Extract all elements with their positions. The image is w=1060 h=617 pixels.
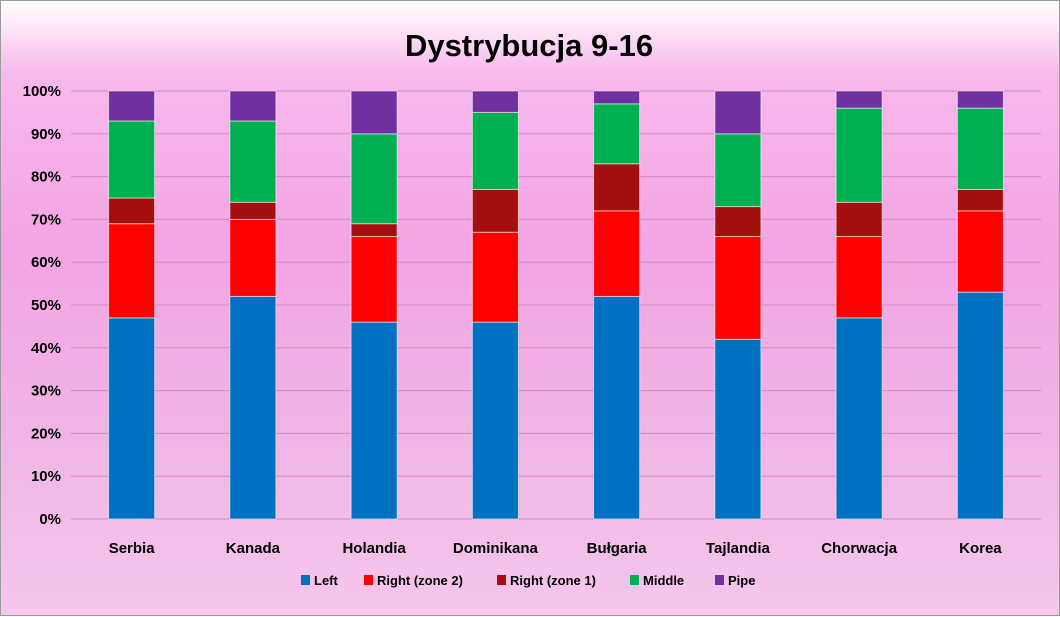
bar-segment — [350, 90, 398, 135]
bar-segment — [229, 90, 277, 122]
legend-swatch — [301, 575, 310, 585]
bar-segment — [471, 90, 519, 113]
bar-segment — [593, 103, 641, 165]
x-tick-label: Holandia — [342, 540, 406, 557]
bar-segment — [229, 201, 277, 220]
legend-swatch — [715, 575, 724, 585]
x-tick-label: Kanada — [226, 540, 281, 557]
bar-segment — [471, 188, 519, 233]
bar-segment — [229, 218, 277, 297]
bar-segment — [835, 317, 883, 520]
x-tick-label: Tajlandia — [706, 540, 771, 557]
x-tick-label: Bułgaria — [587, 540, 648, 557]
bar-segment — [835, 236, 883, 319]
bar-segment — [835, 107, 883, 203]
y-tick-label: 40% — [31, 340, 61, 357]
y-tick-label: 10% — [31, 468, 61, 485]
bar-segment — [108, 223, 156, 319]
x-tick-label: Chorwacja — [821, 540, 898, 557]
bar-segment — [471, 231, 519, 323]
bar-segment — [956, 188, 1004, 212]
bar-segment — [714, 90, 762, 135]
x-tick-label: Korea — [959, 540, 1002, 557]
y-tick-label: 90% — [31, 126, 61, 143]
bar-segment — [350, 321, 398, 520]
bar-segment — [956, 291, 1004, 520]
bar-segment — [108, 120, 156, 199]
bar-segment — [229, 120, 277, 203]
gridlines — [71, 90, 1041, 520]
x-tick-label: Dominikana — [453, 540, 539, 557]
legend-label: Right (zone 2) — [377, 573, 463, 588]
legend-label: Middle — [643, 573, 684, 588]
bar-segment — [714, 338, 762, 520]
x-tick-label: Serbia — [109, 540, 156, 557]
legend-label: Left — [314, 573, 339, 588]
bar-segment — [835, 90, 883, 109]
bar-segment — [350, 223, 398, 238]
bar-segment — [956, 107, 1004, 190]
chart-title: Dystrybucja 9-16 — [405, 28, 653, 63]
legend-swatch — [497, 575, 506, 585]
bar-segment — [108, 90, 156, 122]
y-tick-label: 70% — [31, 211, 61, 228]
bar-segment — [714, 133, 762, 208]
bar-segment — [714, 236, 762, 340]
bar-segment — [714, 206, 762, 238]
legend-swatch — [630, 575, 639, 585]
y-tick-label: 80% — [31, 169, 61, 186]
legend-label: Right (zone 1) — [510, 573, 596, 588]
y-tick-label: 30% — [31, 383, 61, 400]
legend-swatch — [364, 575, 373, 585]
bars — [108, 90, 1004, 520]
bar-segment — [471, 111, 519, 190]
bar-segment — [593, 210, 641, 297]
bar-segment — [471, 321, 519, 520]
legend: Left Right (zone 2) Right (zone 1) Middle Pi… — [301, 573, 755, 588]
bar-segment — [229, 295, 277, 520]
y-tick-label: 20% — [31, 425, 61, 442]
bar-segment — [593, 295, 641, 520]
bar-segment — [108, 197, 156, 225]
bar-segment — [593, 163, 641, 212]
y-tick-label: 0% — [39, 511, 61, 528]
bar-segment — [835, 201, 883, 238]
legend-label: Pipe — [728, 573, 755, 588]
y-tick-label: 60% — [31, 254, 61, 271]
bar-segment — [350, 236, 398, 323]
bar-segment — [956, 210, 1004, 293]
y-axis-ticks: 0% 10% 20% 30% 40% 50% 60% 70% 80% 90% 100% — [23, 83, 61, 528]
y-tick-label: 50% — [31, 297, 61, 314]
bar-segment — [593, 90, 641, 105]
bar-segment — [956, 90, 1004, 109]
y-tick-label: 100% — [23, 83, 61, 100]
bar-segment — [350, 133, 398, 225]
bar-segment — [108, 317, 156, 520]
x-axis-ticks: Serbia Kanada Holandia Dominikana Bułgaria Ta… — [109, 540, 1003, 557]
